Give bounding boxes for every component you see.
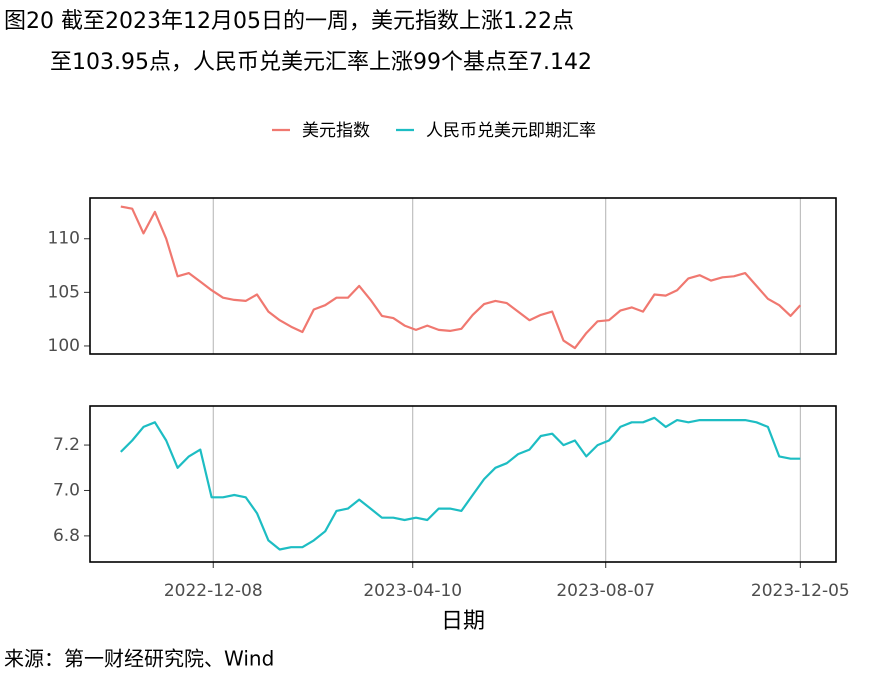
data-line (120, 205, 802, 350)
y-tick-label: 100 (48, 336, 80, 356)
x-tick-label: 2022-12-08 (164, 581, 263, 601)
title-line: 图20 截至2023年12月05日的一周，美元指数上涨1.22点 (4, 9, 574, 34)
plot-frame (89, 405, 837, 563)
y-tick-label: 7.0 (53, 480, 80, 500)
y-tick-label: 105 (48, 282, 80, 302)
plot-frame (89, 197, 837, 355)
x-tick-label: 2023-08-07 (556, 581, 655, 601)
y-tick-label: 7.2 (53, 435, 80, 455)
x-tick-label: 2023-12-05 (751, 581, 850, 601)
title-line: 至103.95点，人民币兑美元汇率上涨99个基点至7.142 (50, 50, 592, 75)
y-tick-label: 110 (48, 229, 80, 249)
source: 来源：第一财经研究院、Wind (4, 647, 274, 671)
legend-label: 人民币兑美元即期汇率 (426, 121, 596, 141)
x-axis-title: 日期 (441, 609, 485, 634)
data-line (120, 416, 801, 551)
y-tick-label: 6.8 (53, 526, 80, 546)
x-tick-label: 2023-04-10 (363, 581, 462, 601)
legend-label: 美元指数 (302, 121, 370, 141)
